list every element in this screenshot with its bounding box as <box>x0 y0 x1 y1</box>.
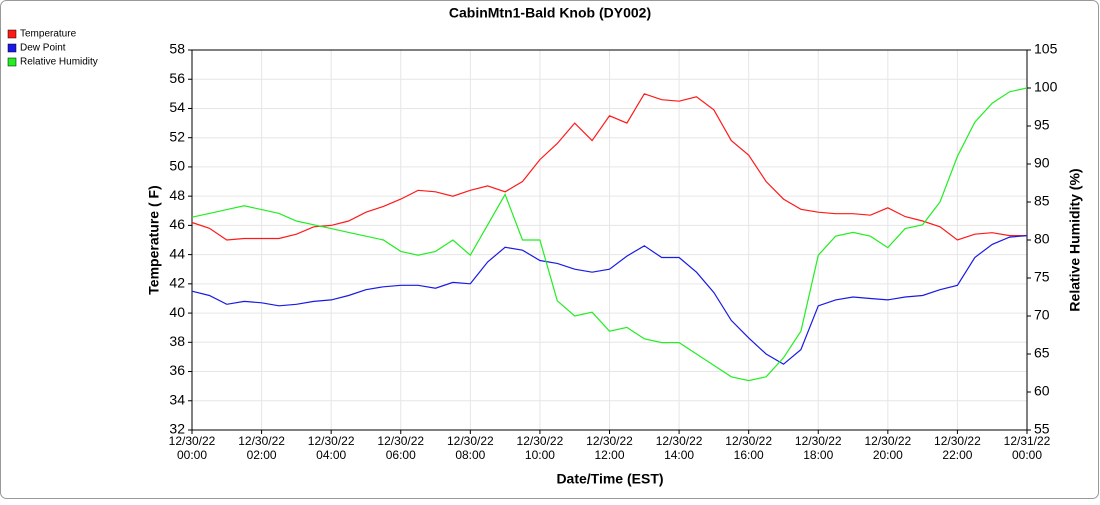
x-tick-label: 12/30/22 00:00 <box>169 434 216 462</box>
y2-tick-label: 95 <box>1034 117 1050 133</box>
x-tick-label: 12/30/22 02:00 <box>238 434 285 462</box>
y2-tick-label: 80 <box>1034 231 1050 247</box>
y-tick-label: 58 <box>169 41 185 57</box>
x-tick-label: 12/31/22 00:00 <box>1004 434 1051 462</box>
y-tick-label: 46 <box>169 216 185 232</box>
y2-tick-label: 85 <box>1034 193 1050 209</box>
y-tick-label: 54 <box>169 99 185 115</box>
y-tick-label: 34 <box>169 391 185 407</box>
y2-tick-label: 65 <box>1034 345 1050 361</box>
x-tick-label: 12/30/22 06:00 <box>377 434 424 462</box>
y2-tick-label: 55 <box>1034 421 1050 437</box>
x-tick-label: 12/30/22 08:00 <box>447 434 494 462</box>
x-tick-label: 12/30/22 20:00 <box>864 434 911 462</box>
y-axis-label: Temperature ( F) <box>146 185 162 294</box>
series-line <box>191 235 1028 365</box>
y-tick-label: 38 <box>169 333 185 349</box>
x-tick-label: 12/30/22 16:00 <box>725 434 772 462</box>
x-tick-label: 12/30/22 14:00 <box>656 434 703 462</box>
y2-tick-label: 70 <box>1034 307 1050 323</box>
legend-swatch <box>7 43 17 53</box>
y2-tick-label: 105 <box>1034 41 1058 57</box>
x-tick-label: 12/30/22 04:00 <box>308 434 355 462</box>
y-tick-label: 42 <box>169 275 185 291</box>
y-tick-label: 56 <box>169 70 185 86</box>
x-tick-label: 12/30/22 18:00 <box>795 434 842 462</box>
y-tick-label: 50 <box>169 158 185 174</box>
legend-swatch <box>7 57 17 67</box>
y-tick-label: 48 <box>169 187 185 203</box>
y2-tick-label: 75 <box>1034 269 1050 285</box>
legend-label: Relative Humidity <box>20 57 98 68</box>
series-line <box>191 93 1027 241</box>
legend-swatch <box>7 29 17 39</box>
y-tick-label: 52 <box>169 128 185 144</box>
series-line <box>191 87 1028 382</box>
chart-title: CabinMtn1-Bald Knob (DY002) <box>449 5 651 21</box>
y-tick-label: 36 <box>169 362 185 378</box>
y2-tick-label: 90 <box>1034 155 1050 171</box>
x-tick-label: 12/30/22 22:00 <box>934 434 981 462</box>
legend-label: Temperature <box>20 29 77 40</box>
y2-tick-label: 100 <box>1034 79 1058 95</box>
x-axis-label: Date/Time (EST) <box>556 471 663 487</box>
y-tick-label: 44 <box>169 245 185 261</box>
plot-area <box>191 49 1028 431</box>
legend-label: Dew Point <box>20 43 66 54</box>
y2-tick-label: 60 <box>1034 383 1050 399</box>
y-tick-label: 32 <box>169 421 185 437</box>
y-tick-label: 40 <box>169 304 185 320</box>
x-tick-label: 12/30/22 10:00 <box>517 434 564 462</box>
x-tick-label: 12/30/22 12:00 <box>586 434 633 462</box>
y2-axis-label: Relative Humidity (%) <box>1067 168 1083 311</box>
